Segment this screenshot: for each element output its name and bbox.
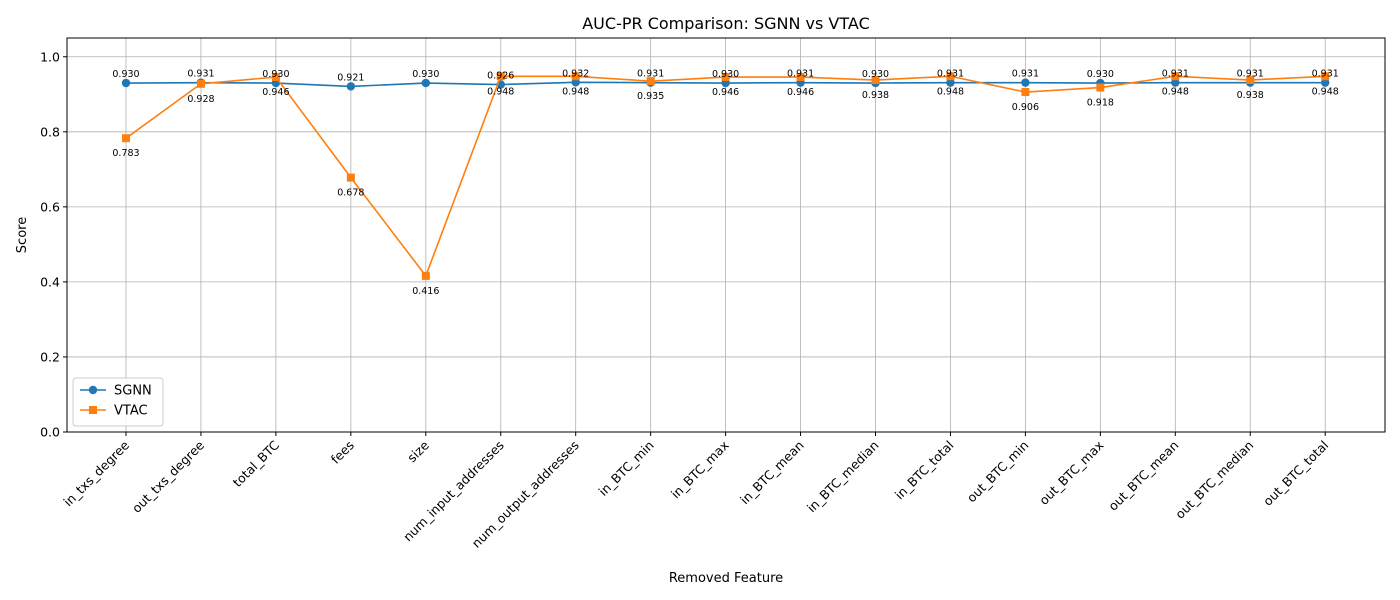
series-layer: 0.930 0.931 0.930 0.921 0.930 0.926 0.932 0.931… — [112, 68, 1338, 297]
y-tick-label: 0.4 — [40, 274, 60, 289]
data-label-sgnn: 0.931 — [637, 69, 664, 80]
data-point — [646, 77, 655, 86]
data-label-sgnn: 0.930 — [1087, 69, 1114, 80]
data-point — [1021, 78, 1030, 87]
data-point — [1321, 72, 1330, 81]
legend: SGNN VTAC — [72, 377, 164, 427]
data-point — [1021, 88, 1030, 97]
data-label-vtac: 0.948 — [937, 86, 964, 97]
data-label-sgnn: 0.930 — [412, 69, 439, 80]
data-label-vtac: 0.783 — [112, 148, 139, 159]
data-label-sgnn: 0.930 — [112, 69, 139, 80]
data-label-vtac: 0.946 — [712, 87, 739, 98]
y-tick-label: 1.0 — [40, 49, 60, 64]
y-tick-label: 0.8 — [40, 124, 60, 139]
data-label-vtac: 0.938 — [1237, 90, 1264, 101]
data-label-vtac: 0.946 — [787, 87, 814, 98]
data-point — [871, 76, 880, 85]
data-label-sgnn: 0.932 — [562, 68, 589, 79]
data-label-sgnn: 0.921 — [337, 72, 364, 83]
legend-label-vtac: VTAC — [114, 404, 148, 419]
data-point — [421, 271, 430, 280]
data-label-sgnn: 0.931 — [1012, 69, 1039, 80]
chart-title: AUC-PR Comparison: SGNN vs VTAC — [582, 14, 870, 33]
data-label-vtac: 0.678 — [337, 188, 364, 199]
legend-marker — [88, 385, 98, 395]
data-point — [122, 134, 130, 143]
data-point — [1096, 83, 1105, 92]
data-label-sgnn: 0.931 — [187, 69, 214, 80]
data-point — [946, 72, 955, 81]
data-point — [796, 73, 805, 82]
data-label-sgnn: 0.926 — [487, 71, 514, 82]
data-label-vtac: 0.935 — [637, 91, 664, 102]
data-point — [1246, 76, 1255, 85]
data-label-sgnn: 0.930 — [262, 69, 289, 80]
grid-lines — [67, 38, 1385, 433]
data-point — [421, 78, 430, 88]
series-vtac — [122, 72, 1330, 280]
data-label-sgnn: 0.931 — [1312, 69, 1339, 80]
data-labels: 0.930 0.931 0.930 0.921 0.930 0.926 0.932 0.931… — [112, 68, 1338, 297]
y-axis-label: Score — [15, 217, 30, 253]
data-label-sgnn: 0.930 — [862, 69, 889, 80]
data-label-vtac: 0.946 — [262, 87, 289, 98]
data-label-sgnn: 0.931 — [1237, 69, 1264, 80]
data-label-vtac: 0.906 — [1012, 102, 1039, 113]
data-point — [721, 73, 730, 82]
data-label-sgnn: 0.931 — [1162, 69, 1189, 80]
data-label-sgnn: 0.930 — [712, 69, 739, 80]
legend-label-sgnn: SGNN — [114, 384, 152, 399]
y-tick-label: 0.0 — [40, 425, 60, 440]
y-tick-label: 0.2 — [40, 349, 60, 364]
data-point — [1321, 78, 1330, 87]
y-axis: 0.0 0.2 0.4 0.6 0.8 1.0 — [40, 49, 67, 440]
data-point — [346, 173, 355, 182]
data-point — [346, 82, 356, 91]
data-label-sgnn: 0.931 — [937, 69, 964, 80]
data-label-vtac: 0.416 — [412, 286, 439, 297]
data-label-vtac: 0.948 — [1162, 86, 1189, 97]
data-point — [1171, 78, 1180, 87]
data-label-vtac: 0.948 — [562, 86, 589, 97]
data-label-vtac: 0.928 — [187, 94, 214, 105]
data-label-vtac: 0.948 — [487, 86, 514, 97]
legend-marker — [89, 406, 97, 414]
data-point — [571, 72, 580, 81]
data-point — [1171, 72, 1180, 81]
data-point — [271, 73, 280, 82]
data-point — [496, 72, 505, 81]
data-label-vtac: 0.918 — [1087, 98, 1114, 109]
data-label-vtac: 0.938 — [862, 90, 889, 101]
data-point — [196, 79, 205, 88]
data-point — [946, 78, 955, 87]
x-axis-label: Removed Feature — [669, 571, 783, 586]
data-label-sgnn: 0.931 — [787, 69, 814, 80]
data-label-vtac: 0.948 — [1312, 86, 1339, 97]
data-point — [121, 78, 131, 88]
y-tick-label: 0.6 — [40, 199, 60, 214]
